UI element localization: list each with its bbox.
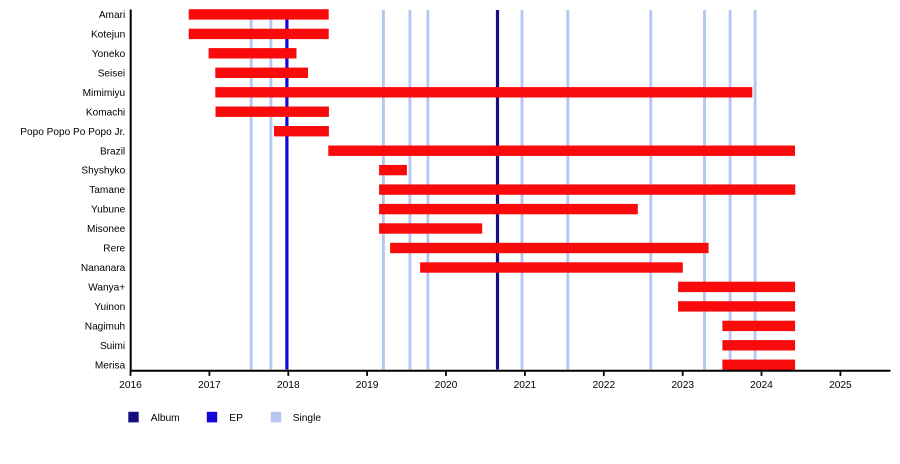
svg-text:Tamane: Tamane	[89, 185, 125, 196]
svg-text:2020: 2020	[435, 380, 458, 391]
svg-text:2022: 2022	[592, 380, 615, 391]
svg-text:Suimi: Suimi	[100, 341, 125, 352]
svg-text:2016: 2016	[119, 380, 142, 391]
svg-text:Merisa: Merisa	[95, 360, 126, 371]
svg-text:Yubune: Yubune	[91, 205, 126, 216]
svg-text:Yuinon: Yuinon	[94, 302, 125, 313]
svg-text:Misonee: Misonee	[87, 224, 126, 235]
svg-text:Rere: Rere	[103, 244, 125, 255]
svg-text:2024: 2024	[750, 380, 773, 391]
svg-text:2023: 2023	[671, 380, 694, 391]
svg-text:2019: 2019	[356, 380, 379, 391]
svg-text:Nananara: Nananara	[81, 263, 126, 274]
svg-text:Brazil: Brazil	[100, 146, 125, 157]
svg-text:2018: 2018	[277, 380, 300, 391]
svg-text:Mimimiyu: Mimimiyu	[83, 88, 126, 99]
svg-text:Album: Album	[151, 413, 180, 424]
svg-text:2025: 2025	[829, 380, 852, 391]
svg-text:Komachi: Komachi	[86, 107, 125, 118]
svg-text:2017: 2017	[198, 380, 221, 391]
svg-text:2021: 2021	[514, 380, 537, 391]
svg-text:Amari: Amari	[99, 10, 125, 21]
svg-text:Kotejun: Kotejun	[91, 30, 125, 41]
svg-text:EP: EP	[229, 413, 243, 424]
svg-text:Single: Single	[293, 413, 322, 424]
svg-text:Popo Popo Po Popo Jr.: Popo Popo Po Popo Jr.	[20, 127, 125, 138]
svg-text:Yoneko: Yoneko	[92, 49, 126, 60]
svg-text:Seisei: Seisei	[98, 68, 126, 79]
svg-text:Nagimuh: Nagimuh	[85, 322, 125, 333]
svg-text:Wanya+: Wanya+	[88, 283, 125, 294]
svg-text:Shyshyko: Shyshyko	[81, 166, 125, 177]
